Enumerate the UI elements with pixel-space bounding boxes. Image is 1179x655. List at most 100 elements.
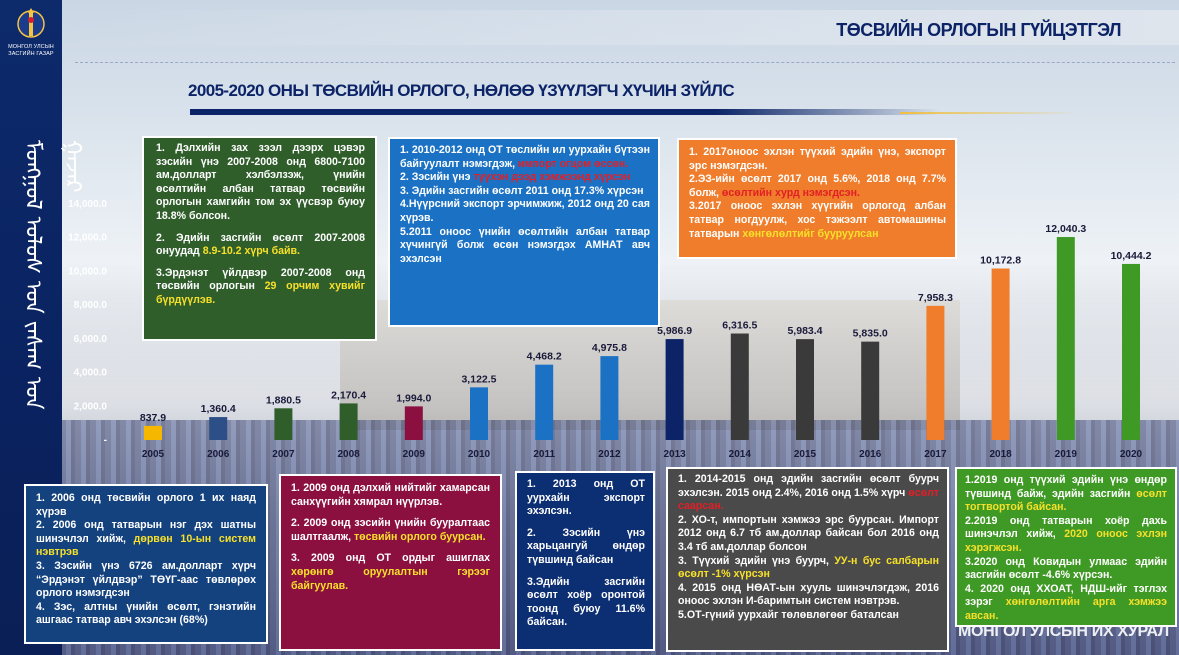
x-tick-label: 2012 xyxy=(598,449,621,460)
note-item: 2. 2006 онд татварын нэг дэх шатны шинэч… xyxy=(36,519,256,560)
bar-2007 xyxy=(274,408,293,440)
bar-value-label: 5,835.0 xyxy=(853,328,888,340)
note-text: 2. 2006 онд татварын нэг дэх шатны шинэч… xyxy=(36,519,256,545)
note-text: 2. 2009 онд зэсийн үнийн бууралтаас шалт… xyxy=(291,517,490,543)
note-box-2009: 1. 2009 онд дэлхий нийтийг хамарсан санх… xyxy=(279,474,502,651)
note-text: 4. 2020 онд ХХОАТ, НДШ-ийг тэглэх зэрэг xyxy=(965,582,1167,609)
note-text: 2. Эдийн засгийн өсөлт 2007-2008 онуудад xyxy=(156,231,365,258)
note-text: 1. Дэлхийн зах зээл дээрх цэвэр зэсийн ү… xyxy=(156,142,365,222)
org-name: МОНГОЛ УЛСЫН ЗАСГИЙН ГАЗАР xyxy=(8,44,54,57)
chart-subtitle: 2005-2020 ОНЫ ТӨСВИЙН ОРЛОГО, НӨЛӨӨ ҮЗҮҮ… xyxy=(188,81,735,100)
bar-value-label: 1,360.4 xyxy=(201,403,236,415)
x-tick-label: 2009 xyxy=(403,449,426,460)
bar-2018 xyxy=(991,268,1010,440)
note-item: 3. Зэсийн үнэ 6726 ам.долларт хүрч “Эрдэ… xyxy=(36,560,256,601)
note-item: 3. Эдийн засгийн өсөлт 2011 онд 17.3% хү… xyxy=(400,185,650,199)
note-item: 2. Зэсийн үнэ түүхэн дээд хэмжээнд хүрсэ… xyxy=(400,171,650,185)
note-item: 1. 2010-2012 онд ОТ төслийн ил уурхайн б… xyxy=(400,144,650,171)
note-item: 5.ОТ-гүний уурхайг төлөвлөгөөг баталсан xyxy=(678,609,939,623)
x-tick-label: 2013 xyxy=(663,449,686,460)
note-item: 2.2019 онд татварын хоёр дахь шинэчлэл х… xyxy=(965,515,1167,556)
bar-2014 xyxy=(730,333,749,440)
bar-value-label: 2,170.4 xyxy=(331,389,366,401)
divider xyxy=(75,62,1175,63)
note-item: 3.Эдийн засгийн өсөлт хоёр оронтой тоонд… xyxy=(527,576,645,630)
note-item: 1. Дэлхийн зах зээл дээрх цэвэр зэсийн ү… xyxy=(156,142,365,224)
note-box-2019-2020: 1.2019 онд түүхий эдийн үнэ өндөр түвшин… xyxy=(955,467,1177,627)
note-item: 1. 2006 онд төсвийн орлого 1 их наяд хүр… xyxy=(36,492,256,519)
note-text: 3. Түүхий эдийн үнэ буурч, xyxy=(678,554,835,567)
bar-2020 xyxy=(1122,263,1140,440)
note-item: 1. 2017оноос эхлэн түүхий эдийн үнэ, экс… xyxy=(689,146,946,173)
bar-value-label: 3,122.5 xyxy=(461,373,496,385)
note-item: 3.Эрдэнэт үйлдвэр 2007-2008 онд төсвийн … xyxy=(156,267,365,308)
bar-2016 xyxy=(861,341,880,440)
note-item: 1. 2009 онд дэлхий нийтийг хамарсан санх… xyxy=(291,482,490,509)
x-tick-label: 2014 xyxy=(729,449,752,460)
note-highlight-red: импорт огцом өссөн. xyxy=(517,157,629,170)
bar-2005 xyxy=(144,425,162,440)
x-tick-label: 2016 xyxy=(859,449,882,460)
note-item: 2. Эдийн засгийн өсөлт 2007-2008 онуудад… xyxy=(156,232,365,259)
y-tick-label: 10,000.0 xyxy=(68,266,107,277)
note-item: 1. 2013 онд ОТ уурхайн экспорт эхэлсэн. xyxy=(527,478,645,519)
bar-value-label: 5,983.4 xyxy=(787,325,822,337)
note-highlight-red: өсөлтийн хурд нэмэгдсэн. xyxy=(721,186,860,199)
note-text: 2. Зэсийн үнэ xyxy=(400,171,474,184)
note-highlight: төсвийн орлого буурсан. xyxy=(353,530,486,543)
note-highlight: өсөлт тогтвортой байсан. xyxy=(965,487,1167,514)
note-box-2010-2012: 1. 2010-2012 онд ОТ төслийн ил уурхайн б… xyxy=(388,137,660,327)
y-tick-label: 8,000.0 xyxy=(74,300,108,311)
subtitle-underline xyxy=(190,109,940,115)
note-text: 4. Зэс, алтны үнийн өсөлт, гэнэтийн ашга… xyxy=(36,600,256,627)
note-highlight: хөрөнгө оруулалтын гэрээг байгуулав. xyxy=(291,565,490,592)
note-text: 1. 2013 онд ОТ уурхайн экспорт эхэлсэн. xyxy=(527,478,645,518)
note-text: 1. 2006 онд төсвийн орлого 1 их наяд хүр… xyxy=(36,492,256,518)
bar-value-label: 10,444.2 xyxy=(1111,250,1152,262)
note-text: 4. 2015 онд НӨАТ-ын хууль шинэчлэгдэж, 2… xyxy=(678,581,939,608)
bar-value-label: 7,958.3 xyxy=(918,292,953,304)
note-highlight: 8.9-10.2 хүрч байв. xyxy=(202,245,300,258)
note-text: 3. Зэсийн үнэ 6726 ам.долларт хүрч “Эрдэ… xyxy=(36,559,256,600)
y-tick-label: 4,000.0 xyxy=(74,368,108,379)
note-text: 3.Эрдэнэт үйлдвэр 2007-2008 онд төсвийн … xyxy=(156,266,365,293)
y-tick-label: 2,000.0 xyxy=(74,401,108,412)
bar-value-label: 4,468.2 xyxy=(527,351,562,363)
bar-value-label: 5,986.9 xyxy=(657,325,692,337)
note-item: 1. 2014-2015 онд эдийн засгийн өсөлт буу… xyxy=(678,473,939,514)
x-tick-label: 2006 xyxy=(207,449,230,460)
x-tick-label: 2010 xyxy=(468,449,491,460)
y-tick-label: - xyxy=(104,435,107,446)
subtitle-accent-line xyxy=(900,112,1080,114)
note-item: 5.2011 оноос үнийн өсөлтийн албан татвар… xyxy=(400,226,650,267)
bar-value-label: 12,040.3 xyxy=(1045,223,1086,235)
x-tick-label: 2018 xyxy=(989,449,1012,460)
footer-watermark: МОНГОЛ УЛСЫН ИХ ХУРАЛ xyxy=(958,623,1169,640)
note-highlight: хөнгөлөлтийг бууруулсан xyxy=(742,227,879,240)
note-highlight-red: түүхэн дээд хэмжээнд хүрсэн xyxy=(473,171,631,184)
note-text: 3.2017 оноос эхлэн хүүгийн орлогод албан… xyxy=(689,200,946,240)
note-text: 3.2020 онд Ковидын улмаас эдийн засгийн … xyxy=(965,555,1167,582)
x-tick-label: 2015 xyxy=(794,449,817,460)
note-box-2013: 1. 2013 онд ОТ уурхайн экспорт эхэлсэн. 2… xyxy=(515,471,655,651)
x-tick-label: 2005 xyxy=(142,449,165,460)
note-text: 5.2011 оноос үнийн өсөлтийн албан татвар… xyxy=(400,225,650,265)
bar-2006 xyxy=(209,417,228,440)
note-item: 4. 2015 онд НӨАТ-ын хууль шинэчлэгдэж, 2… xyxy=(678,582,939,609)
note-item: 4. Зэс, алтны үнийн өсөлт, гэнэтийн ашга… xyxy=(36,601,256,628)
note-text: 3.Эдийн засгийн өсөлт хоёр оронтой тоонд… xyxy=(527,575,645,629)
note-item: 4.Нүүрсний экспорт эрчимжиж, 2012 онд 20… xyxy=(400,198,650,225)
vertical-mongolian-script: ᠮᠣᠩᠭᠣᠯ ᠤᠯᠤᠰ ᠤᠨ ᠵᠠᠰᠠᠭ ᠤᠨ ᠭᠠᠵᠠᠷ xyxy=(20,140,85,410)
bar-2017 xyxy=(926,305,945,440)
bar-value-label: 1,994.0 xyxy=(396,392,431,404)
bar-2010 xyxy=(470,387,488,440)
bar-2013 xyxy=(665,339,684,440)
top-banner xyxy=(62,10,1179,45)
note-text: 3. 2009 онд ОТ ордыг ашиглах xyxy=(291,552,490,565)
bar-2008 xyxy=(339,403,358,440)
x-tick-label: 2019 xyxy=(1055,449,1078,460)
note-highlight: 2020 оноос эхлэн хэрэгжсэн. xyxy=(965,528,1167,554)
bar-2015 xyxy=(796,339,814,440)
note-item: 3. 2009 онд ОТ ордыг ашиглах хөрөнгө ору… xyxy=(291,552,490,593)
note-highlight-red: өсөлт саарсан. xyxy=(678,486,939,513)
